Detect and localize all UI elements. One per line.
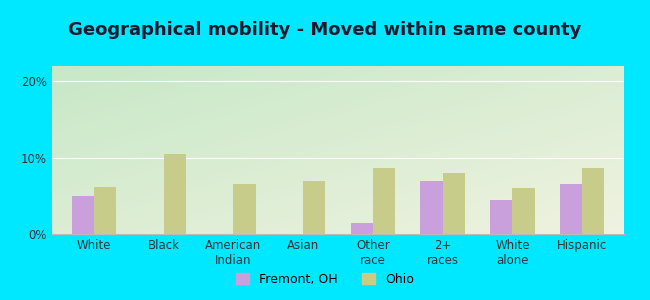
Bar [512, 188, 535, 234]
Bar [443, 173, 465, 234]
Bar [233, 184, 255, 234]
Bar [373, 168, 395, 234]
Bar [560, 184, 582, 234]
Text: Geographical mobility - Moved within same county: Geographical mobility - Moved within sam… [68, 21, 582, 39]
Bar [350, 223, 373, 234]
Bar [164, 154, 186, 234]
Bar [303, 181, 326, 234]
Legend: Fremont, OH, Ohio: Fremont, OH, Ohio [231, 268, 419, 291]
Bar [490, 200, 512, 234]
Bar [421, 181, 443, 234]
Bar [94, 187, 116, 234]
Bar [72, 196, 94, 234]
Bar [582, 168, 604, 234]
